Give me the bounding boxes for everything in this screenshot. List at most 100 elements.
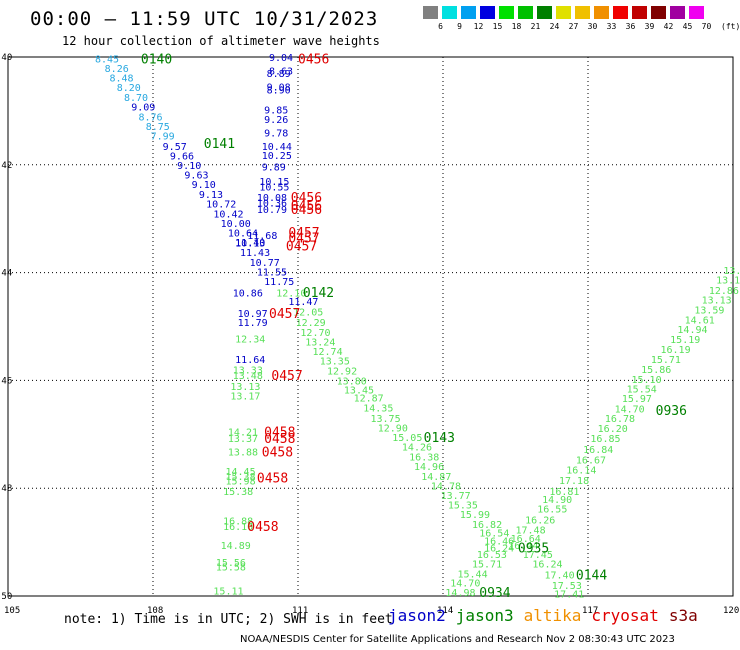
wave-height-value: 12.10	[276, 289, 306, 300]
wave-height-value: 8.45	[95, 55, 119, 66]
legend-tick-label: 21	[530, 22, 541, 31]
wave-height-value: 16.64	[511, 534, 541, 545]
wave-height-value: 15.56	[216, 558, 246, 569]
legend-tick-label: 42	[663, 22, 674, 31]
pass-time-label: 0458	[262, 446, 293, 461]
wave-height-value: 15.97	[622, 394, 652, 405]
legend-swatch	[670, 6, 685, 19]
wave-height-value: 13.13	[702, 296, 732, 307]
wave-height-value: 15.38	[226, 472, 256, 483]
wave-height-value: 9.78	[264, 128, 288, 139]
wave-height-value: 10.00	[221, 219, 251, 230]
wave-height-value: 11.79	[238, 318, 268, 329]
wave-height-value: 15.11	[213, 587, 243, 598]
wave-height-value: 9.08	[267, 83, 291, 94]
pass-time-label: 0456	[291, 203, 322, 218]
wave-height-value: 9.09	[131, 103, 155, 114]
legend-swatch	[708, 6, 723, 19]
wave-height-value: 12.70	[300, 328, 330, 339]
wave-height-value: 10.44	[262, 142, 292, 153]
wave-height-value: 14.94	[677, 325, 707, 336]
wave-height-value: 17.45	[523, 550, 553, 561]
wave-height-value: 16.38	[409, 452, 439, 463]
wave-height-value: 16.46	[484, 536, 514, 547]
wave-height-value: 16.14	[566, 465, 596, 476]
wave-height-value: 8.70	[124, 93, 148, 104]
grid	[8, 57, 733, 596]
satellite-label: altika	[523, 606, 582, 625]
satellite-legend: jason2 jason3 altika cryosat s3a	[388, 606, 708, 625]
wave-height-value: 13.13	[230, 382, 260, 393]
pass-time-label: 0141	[204, 137, 235, 152]
wave-height-value: 10.79	[257, 205, 287, 216]
wave-height-value: 15.44	[458, 569, 488, 580]
legend-swatch	[594, 6, 609, 19]
y-tick-label: -46	[0, 376, 12, 386]
wave-height-value: 16.20	[598, 424, 628, 435]
legend-tick-label: 33	[606, 22, 617, 31]
wave-height-value: 13.13	[716, 276, 740, 287]
wave-height-value: 10.42	[213, 209, 243, 220]
x-tick-label: 117	[582, 606, 598, 616]
wave-height-value: 17.18	[559, 476, 589, 487]
wave-height-value: 9.63	[184, 171, 208, 182]
wave-height-value: 8.26	[105, 64, 129, 75]
pass-time-label: 0457	[269, 307, 300, 322]
plot-frame	[7, 56, 734, 597]
satellite-label: jason2	[388, 606, 446, 625]
wave-height-value: 12.29	[296, 318, 326, 329]
wave-height-value: 10.72	[206, 200, 236, 211]
wave-height-value: 9.10	[192, 180, 216, 191]
wave-height-value: 13.33	[233, 366, 263, 377]
y-tick-label: -44	[0, 269, 12, 279]
legend-swatch	[423, 6, 438, 19]
pass-time-label: 0458	[247, 520, 278, 535]
legend-swatch	[480, 6, 495, 19]
pass-time-label: 0934	[479, 586, 510, 601]
x-tick-label: 105	[4, 606, 20, 616]
wave-height-value: 15.05	[392, 433, 422, 444]
wave-height-value: 11.40	[235, 238, 265, 249]
wave-height-value: 13.77	[441, 491, 471, 502]
wave-height-value: 16.54	[479, 528, 509, 539]
wave-height-value: 9.10	[177, 161, 201, 172]
y-tick-label: -42	[0, 161, 12, 171]
pass-time-label: 0458	[257, 471, 288, 486]
wave-height-value: 15.38	[223, 487, 253, 498]
wave-height-value: 14.70	[615, 404, 645, 415]
pass-time-label: 0458	[264, 432, 295, 447]
pass-time-label: 0936	[656, 404, 687, 419]
wave-height-value: 16.82	[472, 520, 502, 531]
wave-height-value: 16.78	[605, 414, 635, 425]
wave-height-value: 14.78	[431, 482, 461, 493]
wave-height-value: 8.89	[267, 69, 291, 80]
legend-swatch	[689, 6, 704, 19]
wave-height-value: 11.55	[257, 268, 287, 279]
wave-height-value: 10.15	[259, 177, 289, 188]
pass-time-label: 0143	[424, 431, 455, 446]
wave-height-value: 15.58	[216, 562, 246, 573]
legend-unit: (ft)	[721, 22, 740, 31]
wave-height-value: 14.70	[450, 579, 480, 590]
wave-height-value: 17.40	[545, 570, 575, 581]
pass-time-label: 0935	[518, 541, 549, 556]
wave-height-value: 15.71	[472, 560, 502, 571]
wave-height-value: 14.90	[542, 495, 572, 506]
wave-height-value: 15.86	[641, 365, 671, 376]
wave-height-value: 13.59	[694, 305, 724, 316]
satellite-label: s3a	[668, 606, 698, 625]
wave-height-value: 10.86	[233, 289, 263, 300]
pass-time-label: 0457	[286, 240, 317, 255]
legend-tick-label: 45	[682, 22, 693, 31]
wave-height-value: 11.47	[288, 297, 318, 308]
wave-height-value: 14.35	[363, 403, 393, 414]
wave-height-value: 9.85	[264, 105, 288, 116]
wave-height-value: 12.05	[293, 307, 323, 318]
legend-swatch	[537, 6, 552, 19]
pass-time-label: 0144	[576, 568, 607, 583]
wave-height-value: 9.66	[170, 152, 194, 163]
wave-height-value: 8.75	[146, 122, 170, 133]
wave-height-value: 8.90	[267, 85, 291, 96]
legend-swatch	[442, 6, 457, 19]
